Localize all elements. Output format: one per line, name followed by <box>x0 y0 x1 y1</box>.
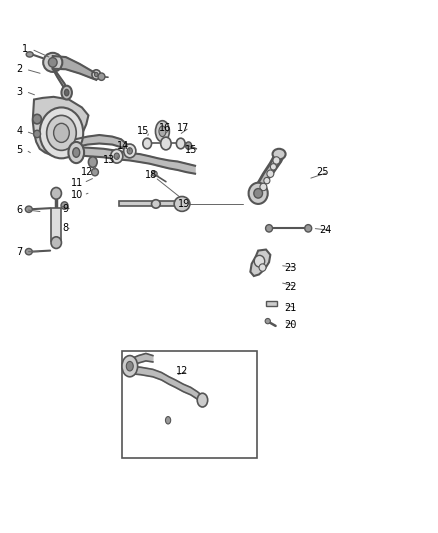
Text: 23: 23 <box>285 263 297 272</box>
Ellipse shape <box>254 255 265 267</box>
Polygon shape <box>75 147 195 174</box>
Ellipse shape <box>98 73 105 80</box>
Ellipse shape <box>161 137 171 150</box>
Ellipse shape <box>33 114 42 124</box>
Text: 19: 19 <box>178 199 190 209</box>
FancyBboxPatch shape <box>51 208 61 241</box>
Polygon shape <box>130 366 202 403</box>
Text: 3: 3 <box>17 86 23 96</box>
Ellipse shape <box>152 171 157 176</box>
Text: 14: 14 <box>117 141 129 151</box>
Ellipse shape <box>68 142 84 163</box>
Ellipse shape <box>61 86 72 100</box>
Text: 22: 22 <box>285 281 297 292</box>
Polygon shape <box>53 67 67 91</box>
Ellipse shape <box>197 393 208 407</box>
Ellipse shape <box>95 72 98 77</box>
Text: 25: 25 <box>316 167 329 177</box>
Ellipse shape <box>273 157 280 164</box>
Ellipse shape <box>40 108 83 158</box>
Bar <box>122 351 257 458</box>
Ellipse shape <box>43 53 62 72</box>
Text: 10: 10 <box>71 190 84 200</box>
Text: 5: 5 <box>17 145 23 155</box>
Ellipse shape <box>249 183 268 204</box>
Ellipse shape <box>25 206 32 213</box>
Text: 15: 15 <box>137 126 149 136</box>
Text: 7: 7 <box>17 247 23 257</box>
Ellipse shape <box>64 90 69 96</box>
Text: 12: 12 <box>176 367 188 376</box>
Polygon shape <box>130 353 153 366</box>
Ellipse shape <box>47 115 76 150</box>
Text: 20: 20 <box>285 320 297 330</box>
Text: 4: 4 <box>17 126 23 136</box>
Ellipse shape <box>260 183 267 191</box>
Ellipse shape <box>122 356 138 377</box>
Ellipse shape <box>124 144 136 158</box>
Ellipse shape <box>73 148 80 157</box>
Ellipse shape <box>264 177 270 184</box>
Text: 6: 6 <box>17 205 23 215</box>
Ellipse shape <box>51 237 61 248</box>
Text: 17: 17 <box>177 123 190 133</box>
Ellipse shape <box>114 153 119 159</box>
Ellipse shape <box>51 188 61 199</box>
Polygon shape <box>251 249 270 276</box>
Ellipse shape <box>34 130 41 138</box>
Ellipse shape <box>174 197 190 212</box>
Ellipse shape <box>53 123 69 142</box>
Ellipse shape <box>126 361 133 371</box>
Text: 12: 12 <box>81 167 94 177</box>
Polygon shape <box>253 154 284 193</box>
FancyBboxPatch shape <box>266 301 277 306</box>
Ellipse shape <box>92 70 101 79</box>
Ellipse shape <box>88 157 97 167</box>
Polygon shape <box>33 97 88 156</box>
Ellipse shape <box>143 138 152 149</box>
Text: 21: 21 <box>285 303 297 313</box>
Ellipse shape <box>265 224 272 232</box>
Polygon shape <box>53 56 96 80</box>
Ellipse shape <box>259 264 266 271</box>
Ellipse shape <box>26 52 33 57</box>
Ellipse shape <box>152 200 160 208</box>
Text: 24: 24 <box>319 225 332 236</box>
Text: 11: 11 <box>71 177 84 188</box>
Ellipse shape <box>25 248 32 255</box>
Ellipse shape <box>159 126 166 136</box>
Text: 1: 1 <box>22 44 28 54</box>
Ellipse shape <box>111 149 123 163</box>
Ellipse shape <box>185 142 191 149</box>
Ellipse shape <box>254 189 262 198</box>
Text: 8: 8 <box>63 223 69 233</box>
Ellipse shape <box>127 148 132 154</box>
Ellipse shape <box>155 120 170 142</box>
Ellipse shape <box>166 417 171 424</box>
Text: 13: 13 <box>103 156 116 165</box>
Polygon shape <box>75 135 130 152</box>
Ellipse shape <box>265 318 270 324</box>
Text: 16: 16 <box>159 123 171 133</box>
Text: 18: 18 <box>145 171 158 180</box>
Ellipse shape <box>305 224 312 232</box>
FancyBboxPatch shape <box>119 201 182 206</box>
Ellipse shape <box>267 170 274 177</box>
Ellipse shape <box>272 149 286 159</box>
Ellipse shape <box>61 202 68 209</box>
Ellipse shape <box>92 168 99 176</box>
Ellipse shape <box>270 164 276 170</box>
Ellipse shape <box>48 58 57 67</box>
Ellipse shape <box>177 138 185 149</box>
Text: 2: 2 <box>17 64 23 74</box>
Text: 15: 15 <box>184 145 197 155</box>
Text: 9: 9 <box>63 204 69 214</box>
